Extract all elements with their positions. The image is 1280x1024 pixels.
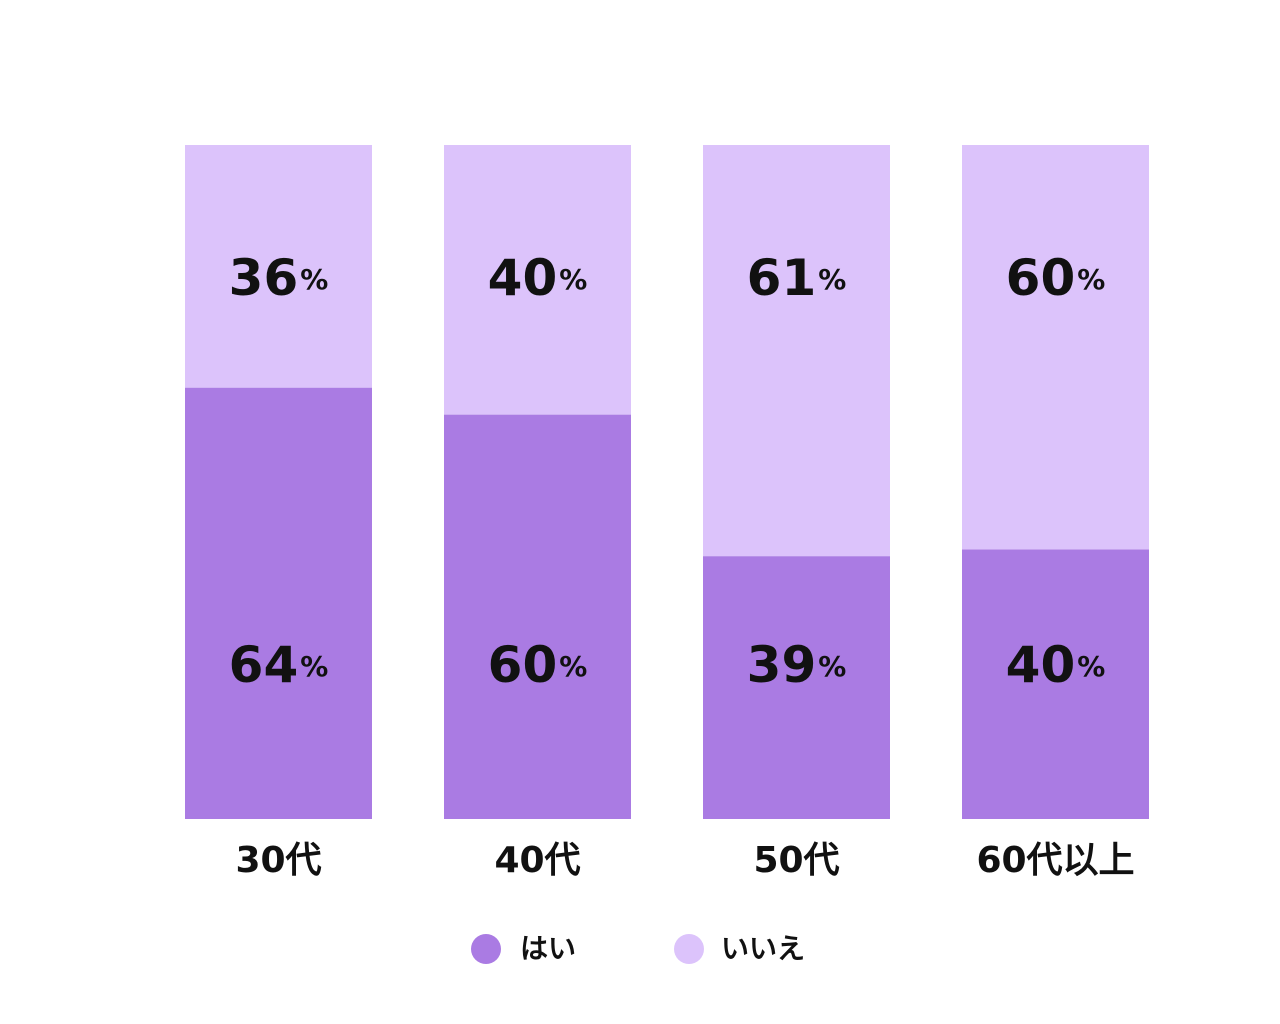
bar-segment-yes-3	[962, 549, 1149, 819]
legend: はい いいえ	[471, 932, 805, 965]
legend-item-yes: はい	[471, 932, 576, 965]
value-label-yes-3: 40%	[1006, 636, 1106, 694]
category-labels-group: 30代 40代 50代 60代以上	[235, 840, 1134, 881]
legend-swatch-no	[674, 934, 704, 964]
category-label-1: 40代	[494, 840, 580, 881]
bar-segment-no-2	[703, 145, 890, 557]
value-label-yes-2: 39%	[747, 636, 847, 694]
bar-segment-yes-2	[703, 556, 890, 819]
legend-swatch-yes	[471, 934, 501, 964]
bar-segment-yes-0	[185, 387, 372, 819]
value-label-no-1: 40%	[488, 249, 588, 307]
category-label-2: 50代	[753, 840, 839, 881]
legend-label-yes: はい	[520, 932, 576, 965]
bars-group	[185, 145, 1149, 819]
value-label-yes-0: 64%	[229, 636, 329, 694]
legend-item-no: いいえ	[674, 932, 805, 965]
value-labels-group: 64% 36% 60% 40% 39% 61% 40% 60%	[229, 249, 1106, 694]
value-label-no-0: 36%	[229, 249, 329, 307]
legend-label-no: いいえ	[721, 932, 805, 965]
category-label-0: 30代	[235, 840, 321, 881]
bar-segment-yes-1	[444, 414, 631, 819]
value-label-no-2: 61%	[747, 249, 847, 307]
bar-segment-no-1	[444, 145, 631, 415]
category-label-3: 60代以上	[976, 840, 1134, 881]
bar-segment-no-3	[962, 145, 1149, 550]
bar-segment-no-0	[185, 145, 372, 388]
value-label-no-3: 60%	[1006, 249, 1106, 307]
value-label-yes-1: 60%	[488, 636, 588, 694]
